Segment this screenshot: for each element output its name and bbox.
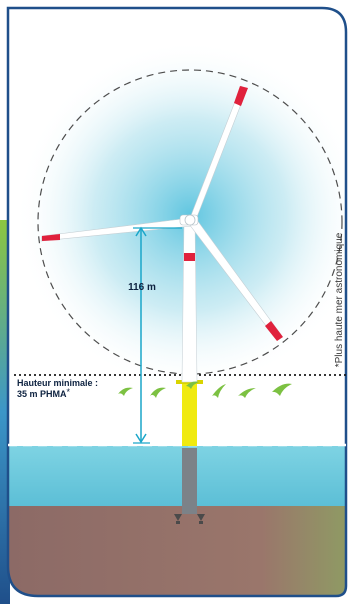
bird-icon bbox=[238, 388, 256, 398]
diagram-panel bbox=[8, 8, 346, 596]
rotor-hub bbox=[184, 214, 196, 226]
transition-piece bbox=[182, 382, 197, 446]
rotor-sweep-circle bbox=[37, 69, 343, 375]
bird-icon bbox=[212, 384, 226, 398]
birds bbox=[118, 381, 292, 398]
seabed-anchors bbox=[174, 514, 205, 524]
bird-icon bbox=[186, 381, 199, 389]
bird-icon bbox=[272, 383, 292, 396]
tower bbox=[181, 221, 198, 383]
left-color-band bbox=[0, 220, 10, 604]
tower-red-marker bbox=[184, 253, 195, 261]
height-label: 116 m bbox=[128, 282, 156, 293]
sea bbox=[8, 446, 346, 508]
svg-text:35 m PHMA*: 35 m PHMA* bbox=[17, 387, 71, 399]
minimum-height-label-line2: 35 m PHMA bbox=[17, 389, 67, 399]
minimum-height-asterisk: * bbox=[67, 387, 71, 397]
panel-border bbox=[6, 6, 348, 598]
footnote-vertical: *Plus haute mer astronomique bbox=[334, 232, 345, 367]
foundation-pile bbox=[182, 448, 197, 514]
bird-icon bbox=[150, 387, 166, 398]
minimum-height-label-line1: Hauteur minimale : bbox=[17, 378, 98, 388]
height-dimension bbox=[133, 226, 182, 444]
bird-icon bbox=[118, 387, 133, 396]
seabed bbox=[8, 506, 346, 596]
